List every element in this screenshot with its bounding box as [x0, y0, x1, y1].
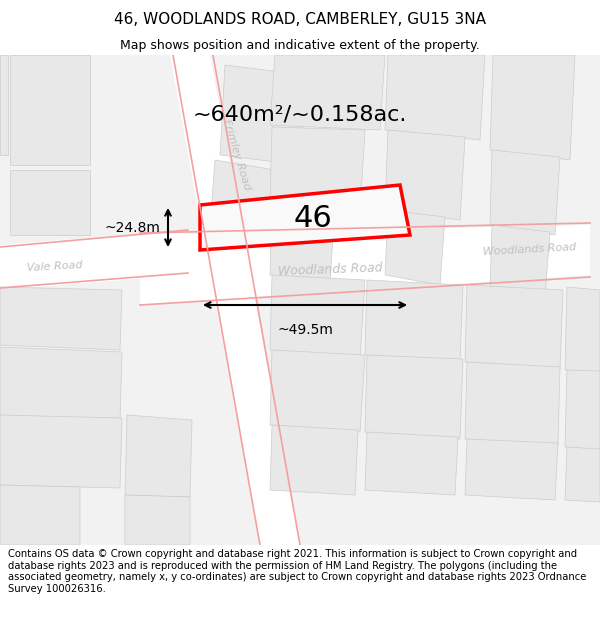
Polygon shape — [270, 127, 365, 210]
Polygon shape — [490, 225, 550, 297]
Polygon shape — [210, 160, 275, 235]
Polygon shape — [0, 415, 122, 488]
Polygon shape — [0, 55, 8, 155]
Text: ~49.5m: ~49.5m — [277, 323, 333, 337]
Polygon shape — [0, 347, 122, 420]
Text: Frimley Road: Frimley Road — [221, 118, 253, 192]
Polygon shape — [490, 55, 575, 160]
Polygon shape — [385, 210, 445, 285]
Polygon shape — [125, 415, 192, 497]
Text: 46, WOODLANDS ROAD, CAMBERLEY, GU15 3NA: 46, WOODLANDS ROAD, CAMBERLEY, GU15 3NA — [114, 12, 486, 27]
Polygon shape — [565, 287, 600, 373]
Polygon shape — [565, 447, 600, 502]
Text: Map shows position and indicative extent of the property.: Map shows position and indicative extent… — [120, 39, 480, 51]
Polygon shape — [365, 355, 463, 439]
Polygon shape — [220, 65, 305, 165]
Polygon shape — [270, 425, 358, 495]
Polygon shape — [170, 55, 300, 545]
Text: Woodlands Road: Woodlands Road — [483, 242, 577, 258]
Polygon shape — [565, 370, 600, 450]
Polygon shape — [365, 432, 458, 495]
Text: ~640m²/~0.158ac.: ~640m²/~0.158ac. — [193, 105, 407, 125]
Polygon shape — [365, 280, 463, 362]
Polygon shape — [0, 287, 122, 350]
Polygon shape — [385, 130, 465, 220]
Polygon shape — [10, 170, 90, 235]
Text: 46: 46 — [293, 204, 332, 233]
Polygon shape — [270, 275, 365, 357]
Text: Contains OS data © Crown copyright and database right 2021. This information is : Contains OS data © Crown copyright and d… — [8, 549, 586, 594]
Polygon shape — [385, 55, 485, 140]
Polygon shape — [465, 362, 560, 445]
Polygon shape — [200, 185, 410, 250]
Polygon shape — [270, 350, 365, 432]
Polygon shape — [490, 290, 550, 362]
Polygon shape — [140, 225, 590, 305]
Polygon shape — [270, 203, 335, 280]
Polygon shape — [125, 495, 190, 545]
Polygon shape — [465, 285, 563, 369]
Polygon shape — [465, 439, 558, 500]
Text: ~24.8m: ~24.8m — [104, 221, 160, 234]
Polygon shape — [10, 55, 90, 165]
Text: Vale Road: Vale Road — [27, 261, 83, 274]
Polygon shape — [0, 230, 185, 290]
Polygon shape — [0, 485, 80, 545]
Text: Woodlands Road: Woodlands Road — [277, 262, 383, 278]
Polygon shape — [270, 55, 385, 130]
Polygon shape — [490, 150, 560, 235]
